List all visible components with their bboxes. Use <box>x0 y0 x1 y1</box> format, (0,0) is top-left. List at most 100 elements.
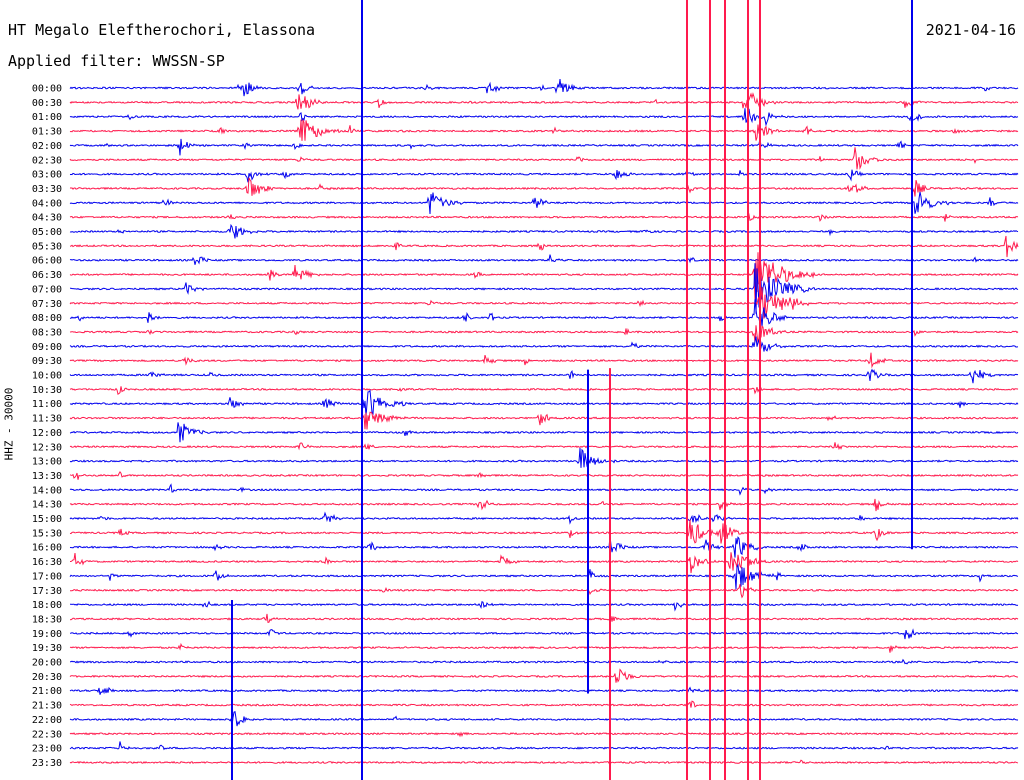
trace-row-1300 <box>69 447 1019 468</box>
trace-row-0100 <box>69 108 1019 127</box>
trace-row-2100 <box>69 686 1019 695</box>
trace-row-1630 <box>70 552 1019 574</box>
time-tick-label: 00:00 <box>32 84 62 95</box>
trace-row-0200 <box>69 138 1019 156</box>
trace-row-1230 <box>69 442 1019 451</box>
time-tick-label: 08:30 <box>32 327 62 338</box>
trace-row-2030 <box>69 668 1018 683</box>
time-tick-label: 03:00 <box>32 170 62 181</box>
time-tick-label: 23:30 <box>32 758 62 769</box>
time-tick-label: 10:00 <box>32 371 62 382</box>
time-tick-label: 09:00 <box>32 342 62 353</box>
time-tick-label: 19:00 <box>32 629 62 640</box>
trace-row-1830 <box>69 613 1019 623</box>
trace-row-0330 <box>69 177 1019 197</box>
trace-row-2230 <box>69 731 1019 738</box>
trace-row-2000 <box>70 658 1019 665</box>
time-tick-label: 06:00 <box>32 256 62 267</box>
time-tick-label: 20:00 <box>32 658 62 669</box>
time-tick-label: 11:00 <box>32 399 62 410</box>
time-tick-label: 18:00 <box>32 600 62 611</box>
trace-row-0000 <box>69 78 1019 97</box>
time-tick-label: 16:00 <box>32 543 62 554</box>
trace-row-1930 <box>69 642 1018 653</box>
trace-row-1200 <box>69 422 1019 443</box>
trace-row-2130 <box>69 700 1019 708</box>
time-tick-label: 18:30 <box>32 614 62 625</box>
time-tick-label: 02:00 <box>32 141 62 152</box>
time-tick-label: 20:30 <box>32 672 62 683</box>
time-tick-label: 13:00 <box>32 457 62 468</box>
time-tick-label: 05:30 <box>32 241 62 252</box>
time-tick-label: 23:00 <box>32 744 62 755</box>
trace-row-0700 <box>69 263 1019 314</box>
trace-row-1400 <box>69 483 1019 496</box>
time-tick-label: 12:30 <box>32 442 62 453</box>
time-tick-label: 16:30 <box>32 557 62 568</box>
time-tick-label: 08:00 <box>32 313 62 324</box>
time-tick-label: 03:30 <box>32 184 62 195</box>
trace-row-0530 <box>69 235 1019 258</box>
trace-row-1330 <box>69 471 1019 480</box>
time-tick-label: 15:30 <box>32 528 62 539</box>
trace-row-0830 <box>69 323 1019 344</box>
trace-row-2330 <box>69 759 1019 765</box>
time-tick-label: 05:00 <box>32 227 62 238</box>
trace-row-1000 <box>69 368 1019 384</box>
time-tick-label: 15:00 <box>32 514 62 525</box>
trace-row-1430 <box>69 498 1019 512</box>
date-label: 2021-04-16 <box>925 21 1016 39</box>
trace-row-1100 <box>69 389 1019 417</box>
time-tick-label: 07:30 <box>32 299 62 310</box>
time-tick-label: 21:00 <box>32 686 62 697</box>
time-tick-label: 12:00 <box>32 428 62 439</box>
trace-row-0130 <box>69 119 1019 141</box>
time-tick-label: 09:30 <box>32 356 62 367</box>
trace-row-0300 <box>69 169 1019 183</box>
trace-row-0600 <box>69 254 1019 265</box>
time-tick-label: 06:30 <box>32 270 62 281</box>
trace-row-1700 <box>69 563 1019 590</box>
time-tick-label: 22:30 <box>32 729 62 740</box>
trace-row-1900 <box>69 628 1019 640</box>
trace-row-1530 <box>69 519 1019 544</box>
time-tick-label: 02:30 <box>32 155 62 166</box>
trace-row-0630 <box>69 252 1019 300</box>
time-tick-label: 17:30 <box>32 586 62 597</box>
time-tick-label: 04:00 <box>32 198 62 209</box>
trace-row-2200 <box>69 711 1019 727</box>
filter-label: Applied filter: WWSSN-SP <box>8 52 225 70</box>
trace-row-1500 <box>69 511 1019 525</box>
time-tick-label: 04:30 <box>32 213 62 224</box>
time-tick-label: 00:30 <box>32 98 62 109</box>
trace-row-0430 <box>69 213 1019 222</box>
trace-row-1030 <box>69 386 1019 396</box>
trace-row-0230 <box>69 147 1019 170</box>
time-tick-label: 10:30 <box>32 385 62 396</box>
time-tick-label: 17:00 <box>32 571 62 582</box>
time-tick-label: 07:00 <box>32 284 62 295</box>
trace-row-1130 <box>69 411 1019 430</box>
trace-row-0730 <box>69 287 1018 319</box>
time-tick-label: 13:30 <box>32 471 62 482</box>
time-tick-label: 01:00 <box>32 112 62 123</box>
time-tick-label: 01:30 <box>32 127 62 138</box>
time-tick-label: 14:00 <box>32 485 62 496</box>
trace-row-0030 <box>69 92 1019 110</box>
time-tick-label: 21:30 <box>32 701 62 712</box>
trace-row-1730 <box>70 584 1019 599</box>
time-tick-label: 19:30 <box>32 643 62 654</box>
trace-row-0930 <box>69 352 1019 369</box>
trace-row-1600 <box>69 536 1019 558</box>
time-tick-label: 14:30 <box>32 500 62 511</box>
trace-row-0800 <box>69 299 1019 328</box>
trace-row-2300 <box>69 741 1019 751</box>
trace-row-1800 <box>69 600 1019 612</box>
trace-row-0400 <box>69 191 1019 215</box>
station-title: HT Megalo Eleftherochori, Elassona <box>8 21 316 39</box>
time-tick-label: 22:00 <box>32 715 62 726</box>
trace-row-0500 <box>69 223 1019 239</box>
time-tick-label: 11:30 <box>32 414 62 425</box>
trace-row-0900 <box>69 336 1018 352</box>
